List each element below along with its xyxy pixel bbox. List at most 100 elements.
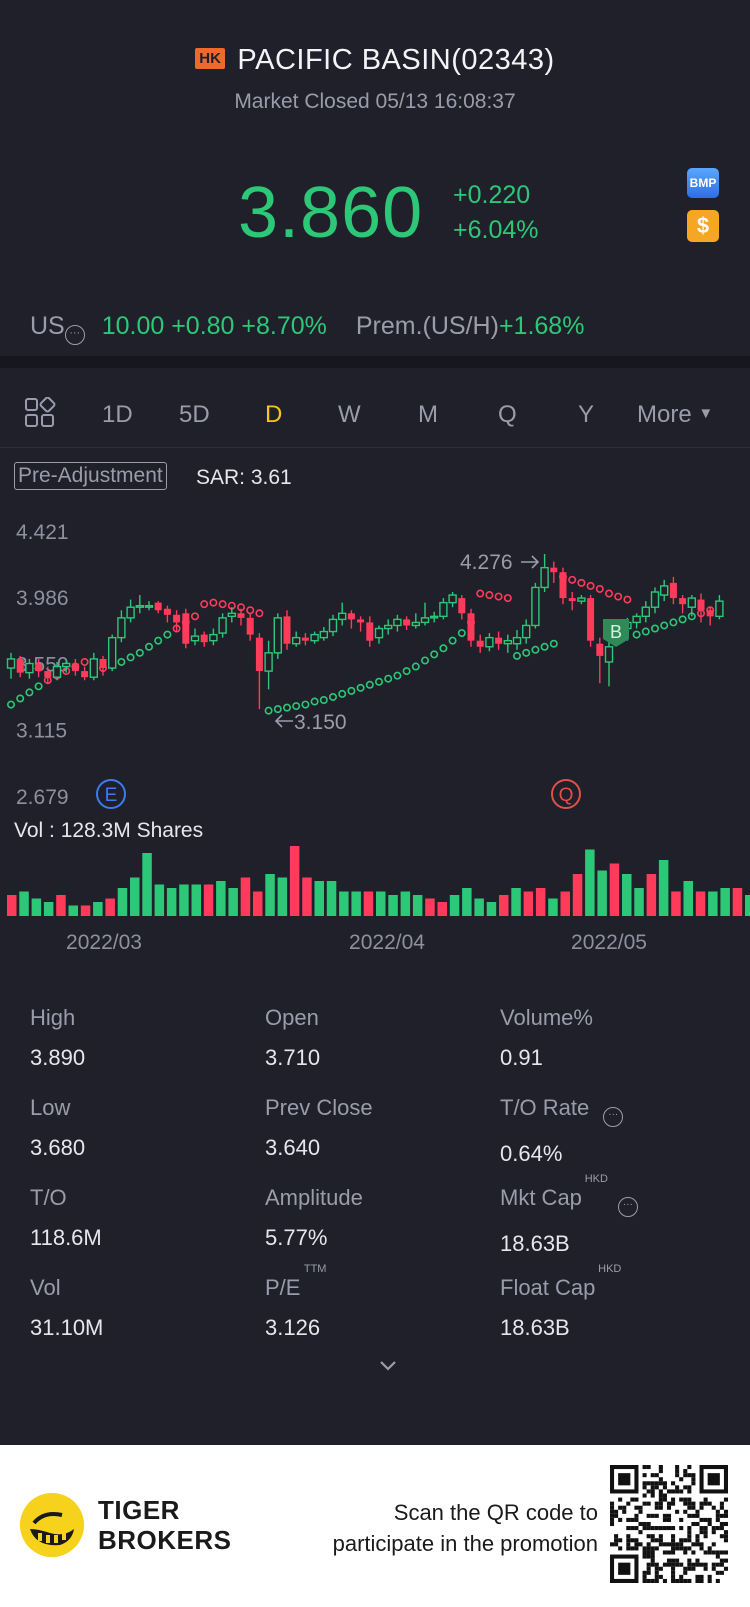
qr-module [715,1509,720,1514]
candle-body [650,591,660,608]
dollar-icon[interactable]: $ [687,210,719,242]
qr-module [703,1497,708,1502]
tab-y[interactable]: Y [578,401,595,428]
qr-module [719,1505,724,1510]
volume-bar [142,853,152,916]
tab-d[interactable]: D [265,401,283,428]
qr-module [719,1562,724,1567]
qr-module [723,1509,728,1514]
qr-module [618,1497,623,1502]
more-label: More [637,401,692,428]
tab-q[interactable]: Q [498,401,517,428]
candle-body [71,663,79,672]
sar-dot [531,645,540,654]
sar-dot [264,706,273,715]
qr-module [699,1562,704,1567]
earnings-marker-icon [96,779,126,809]
more-dots-icon[interactable]: ··· [64,325,85,345]
qr-module [691,1542,696,1547]
qr-module [683,1538,688,1543]
qr-module [650,1562,655,1567]
qr-module [719,1550,724,1555]
qr-module [679,1489,684,1494]
qr-module [618,1562,631,1575]
qr-module [695,1542,700,1547]
qr-module [699,1546,704,1551]
qr-module [658,1469,663,1474]
qr-module [654,1485,659,1490]
candle-body [62,662,71,668]
qr-module [691,1473,696,1478]
tab-1d[interactable]: 1D [102,401,133,428]
qr-code [610,1465,728,1583]
volume-bar [745,895,750,916]
qr-module [715,1517,720,1522]
sar-dot [540,642,549,651]
qr-module [723,1566,728,1571]
candle-body [338,612,347,621]
qr-module [618,1473,631,1486]
candle-body [81,671,89,678]
us-change: +0.80 [171,312,235,340]
volume-bar [31,898,42,916]
qr-module [671,1542,676,1547]
qr-module [646,1513,651,1518]
tab-m[interactable]: M [418,401,438,428]
stat-value: 3.126 [265,1315,321,1340]
chevron-down-icon[interactable] [378,1356,398,1376]
qr-module [642,1570,647,1575]
qr-module [679,1538,684,1543]
sar-dot [577,578,586,587]
candle-body [660,585,669,596]
qr-module [723,1521,728,1527]
qr-module [719,1526,724,1531]
volume-bar [683,881,693,916]
candle-body [347,613,355,620]
tab-more[interactable]: More ▼ [637,401,713,429]
bmp-icon[interactable]: BMP [687,168,719,198]
qr-module [666,1542,672,1547]
tab-5d[interactable]: 5D [179,401,210,428]
qr-module [610,1505,615,1510]
qr-module [618,1517,623,1522]
qr-module [658,1574,663,1579]
stat-prev-close: Prev Close 3.640 [265,1095,485,1161]
sar-dot [485,591,494,600]
qr-module [610,1501,615,1506]
qr-module [658,1481,663,1486]
qr-module [687,1546,692,1551]
info-dots-icon[interactable]: ··· [603,1107,624,1127]
chart-layout-icon[interactable] [24,397,56,429]
candle-body [273,617,282,654]
qr-module [707,1574,712,1579]
info-dots-icon[interactable]: ··· [617,1197,638,1217]
qr-module [703,1501,708,1506]
period-tab-bar: 1D 5D D W M Q Y More ▼ [0,378,750,448]
qr-module [691,1481,696,1486]
qr-module [662,1493,667,1498]
qr-module [691,1477,696,1482]
sar-dot [338,689,347,698]
stat-low: Low 3.680 [30,1095,250,1161]
pre-adjustment-button[interactable]: Pre-Adjustment [14,462,167,490]
sar-dot [154,636,163,645]
qr-module [723,1558,728,1563]
stat-currency-sup: HKD [584,1173,608,1185]
qr-module [646,1578,651,1583]
qr-module [675,1489,680,1494]
qr-module [638,1530,643,1535]
y-tick-label: 2.679 [16,786,69,809]
qr-module [671,1574,676,1579]
tab-w[interactable]: W [338,401,361,428]
stat-value: 0.91 [500,1045,543,1070]
us-quote-row[interactable]: US ··· 10.00 +0.80 +8.70% Prem.(US/H)+1.6… [30,312,584,345]
qr-module [646,1554,651,1559]
qr-module [642,1521,647,1527]
volume-bar [68,905,78,916]
qr-module [695,1558,700,1563]
candle-body [495,637,503,644]
qr-module [679,1542,684,1547]
candle-body [283,616,291,644]
stat-label: P/E TTM [265,1263,327,1300]
